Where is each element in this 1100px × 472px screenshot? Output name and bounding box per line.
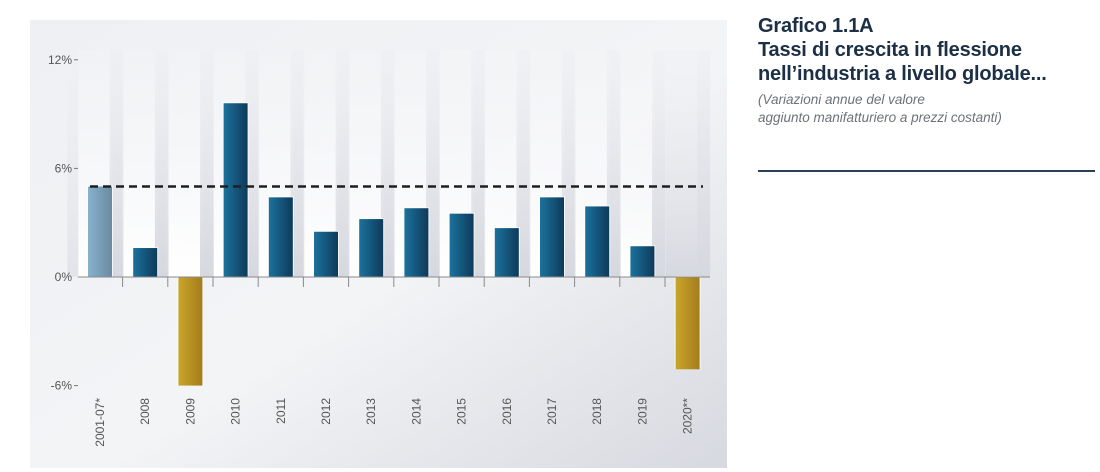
bar-2019 bbox=[630, 246, 655, 277]
column-stripe bbox=[112, 50, 124, 277]
bar-2013 bbox=[359, 219, 384, 277]
column-stripe bbox=[620, 50, 652, 277]
bar-2018 bbox=[585, 206, 610, 277]
title-underline-divider bbox=[758, 170, 1095, 172]
bar-2010 bbox=[223, 103, 248, 278]
column-stripe bbox=[519, 50, 531, 277]
column-stripe bbox=[248, 50, 260, 277]
column-stripe-last bbox=[666, 50, 710, 277]
bar-2016 bbox=[494, 228, 519, 277]
column-stripe bbox=[293, 50, 305, 277]
column-stripe bbox=[564, 50, 576, 277]
column-stripe bbox=[67, 50, 79, 277]
bars-group bbox=[87, 102, 701, 386]
x-ticks-group bbox=[122, 277, 666, 287]
bar-2014 bbox=[404, 208, 429, 277]
bar-2015 bbox=[449, 213, 474, 277]
bar-2020 bbox=[675, 277, 700, 370]
y-tick-label: -6% bbox=[51, 379, 73, 393]
x-axis-label: 2012 bbox=[319, 398, 333, 425]
column-stripe bbox=[383, 50, 395, 277]
figure-number: Grafico 1.1A bbox=[758, 15, 874, 37]
column-stripe bbox=[655, 50, 666, 277]
column-stripe bbox=[157, 50, 169, 277]
column-stripe bbox=[429, 50, 440, 277]
x-axis-label: 2014 bbox=[409, 398, 423, 425]
x-axis-label: 2016 bbox=[500, 398, 514, 425]
column-stripe bbox=[123, 50, 155, 277]
x-axis-label: 2011 bbox=[274, 398, 288, 424]
column-stripes bbox=[67, 50, 711, 277]
x-axis-label: 2008 bbox=[138, 398, 152, 425]
x-axis-labels: 2001-07* 2008 2009 2010 2011 2012 2013 2014 2015… bbox=[93, 398, 695, 447]
chart-title-line-1: Tassi di crescita in flessione bbox=[758, 39, 1022, 61]
y-tick-label: 12% bbox=[48, 53, 72, 67]
column-stripe bbox=[168, 50, 200, 277]
x-axis-label: 2018 bbox=[590, 398, 604, 425]
x-axis-label: 2017 bbox=[545, 398, 559, 425]
bar-2012 bbox=[314, 231, 338, 277]
column-stripe bbox=[474, 50, 486, 277]
y-tick-label: 0% bbox=[55, 270, 73, 284]
x-axis-label: 2019 bbox=[635, 398, 649, 425]
bar-2017 bbox=[540, 197, 564, 277]
x-axis-label: 2013 bbox=[364, 398, 378, 425]
bar-2008 bbox=[133, 248, 158, 277]
column-stripe bbox=[203, 50, 214, 277]
chart-subtitle-line-1: (Variazioni annue del valore bbox=[758, 92, 925, 107]
column-stripe bbox=[338, 50, 350, 277]
chart-title-block: Grafico 1.1A Tassi di crescita in flessi… bbox=[758, 14, 1098, 127]
x-axis-label: 2009 bbox=[183, 398, 197, 425]
bar-2001-07 bbox=[88, 186, 112, 277]
bar-2009 bbox=[178, 277, 203, 386]
y-tick-label: 6% bbox=[55, 161, 73, 175]
x-axis-label: 2010 bbox=[229, 398, 243, 425]
bar-2011 bbox=[268, 197, 293, 277]
x-axis-label: 2020** bbox=[681, 398, 695, 434]
chart-title-line-2: nell’industria a livello globale... bbox=[758, 63, 1047, 85]
x-axis-label: 2001-07* bbox=[93, 398, 107, 447]
y-axis-ticks: 12% 6% 0% -6% bbox=[48, 53, 78, 393]
chart-subtitle-line-2: aggiunto manifatturiero a prezzi costant… bbox=[758, 110, 1002, 125]
column-stripe bbox=[609, 50, 621, 277]
x-axis-label: 2015 bbox=[455, 398, 469, 425]
